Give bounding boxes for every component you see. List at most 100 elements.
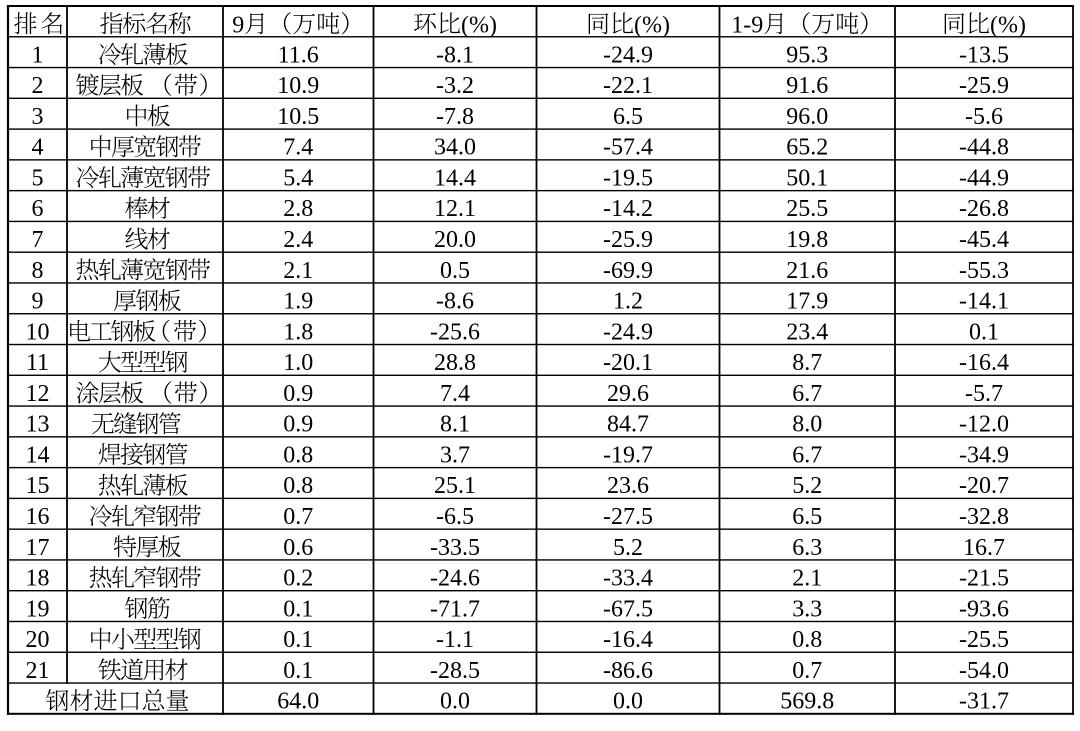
svg-text:6.5: 6.5: [792, 504, 822, 530]
svg-text:4: 4: [32, 135, 44, 161]
svg-text:-54.0: -54.0: [959, 658, 1009, 684]
svg-text:-20.7: -20.7: [959, 473, 1009, 499]
svg-text:14.4: 14.4: [434, 166, 476, 192]
svg-text:-25.9: -25.9: [603, 227, 653, 253]
svg-text:-86.6: -86.6: [603, 658, 653, 684]
svg-text:1.9: 1.9: [283, 289, 313, 315]
svg-text:6.7: 6.7: [792, 381, 822, 407]
svg-text:-19.7: -19.7: [603, 442, 653, 468]
svg-text:65.2: 65.2: [786, 135, 828, 161]
svg-text:8.7: 8.7: [792, 350, 822, 376]
svg-text:19: 19: [26, 596, 50, 622]
svg-text:64.0: 64.0: [277, 689, 319, 715]
svg-text:23.6: 23.6: [607, 473, 649, 499]
svg-text:8.1: 8.1: [440, 412, 470, 438]
svg-text:-12.0: -12.0: [959, 412, 1009, 438]
svg-text:-67.5: -67.5: [603, 596, 653, 622]
svg-text:5: 5: [32, 166, 44, 192]
svg-text:5.2: 5.2: [613, 535, 643, 561]
svg-text:34.0: 34.0: [434, 135, 476, 161]
svg-text:50.1: 50.1: [786, 166, 828, 192]
svg-text:-16.4: -16.4: [959, 350, 1009, 376]
svg-text:(%): (%): [634, 12, 670, 38]
svg-text:-19.5: -19.5: [603, 166, 653, 192]
svg-text:-16.4: -16.4: [603, 627, 653, 653]
svg-text:6.5: 6.5: [613, 104, 643, 130]
svg-text:0.7: 0.7: [283, 504, 313, 530]
svg-text:7: 7: [32, 227, 44, 253]
svg-text:16: 16: [26, 504, 50, 530]
svg-text:-45.4: -45.4: [959, 227, 1009, 253]
svg-text:0.6: 0.6: [283, 535, 313, 561]
svg-text:7.4: 7.4: [283, 135, 313, 161]
svg-text:0.1: 0.1: [283, 627, 313, 653]
svg-text:-33.5: -33.5: [430, 535, 480, 561]
svg-text:15: 15: [26, 473, 50, 499]
svg-text:13: 13: [26, 412, 50, 438]
svg-text:-24.9: -24.9: [603, 319, 653, 345]
svg-text:-31.7: -31.7: [959, 689, 1009, 715]
svg-text:2.4: 2.4: [283, 227, 313, 253]
svg-text:10.5: 10.5: [277, 104, 319, 130]
svg-text:-24.9: -24.9: [603, 42, 653, 68]
svg-text:12: 12: [26, 381, 50, 407]
svg-text:9: 9: [32, 289, 44, 315]
svg-text:2.1: 2.1: [283, 258, 313, 284]
svg-text:0.1: 0.1: [969, 319, 999, 345]
svg-text:21.6: 21.6: [786, 258, 828, 284]
svg-text:6: 6: [32, 196, 44, 222]
svg-text:14: 14: [26, 442, 50, 468]
svg-text:6.3: 6.3: [792, 535, 822, 561]
svg-text:-1.1: -1.1: [436, 627, 474, 653]
svg-text:-34.9: -34.9: [959, 442, 1009, 468]
svg-text:-13.5: -13.5: [959, 42, 1009, 68]
svg-text:10.9: 10.9: [277, 73, 319, 99]
svg-text:0.0: 0.0: [440, 689, 470, 715]
svg-text:-69.9: -69.9: [603, 258, 653, 284]
svg-text:-93.6: -93.6: [959, 596, 1009, 622]
svg-text:-44.8: -44.8: [959, 135, 1009, 161]
svg-text:7.4: 7.4: [440, 381, 470, 407]
svg-text:-33.4: -33.4: [603, 566, 653, 592]
svg-text:1.0: 1.0: [283, 350, 313, 376]
svg-text:96.0: 96.0: [786, 104, 828, 130]
svg-text:17.9: 17.9: [786, 289, 828, 315]
svg-text:(%): (%): [461, 12, 497, 38]
svg-text:-14.1: -14.1: [959, 289, 1009, 315]
svg-text:21: 21: [26, 658, 50, 684]
svg-text:3.3: 3.3: [792, 596, 822, 622]
svg-text:-5.7: -5.7: [965, 381, 1003, 407]
svg-text:17: 17: [26, 535, 50, 561]
svg-text:-32.8: -32.8: [959, 504, 1009, 530]
svg-text:(%): (%): [990, 12, 1026, 38]
svg-text:25.5: 25.5: [786, 196, 828, 222]
svg-text:-22.1: -22.1: [603, 73, 653, 99]
svg-text:2.8: 2.8: [283, 196, 313, 222]
svg-text:0.5: 0.5: [440, 258, 470, 284]
svg-text:2: 2: [32, 73, 44, 99]
svg-text:8: 8: [32, 258, 44, 284]
svg-text:29.6: 29.6: [607, 381, 649, 407]
svg-text:11: 11: [26, 350, 49, 376]
svg-text:-20.1: -20.1: [603, 350, 653, 376]
svg-text:8.0: 8.0: [792, 412, 822, 438]
svg-text:5.4: 5.4: [283, 166, 313, 192]
svg-text:-71.7: -71.7: [430, 596, 480, 622]
svg-text:91.6: 91.6: [786, 73, 828, 99]
svg-text:0.2: 0.2: [283, 566, 313, 592]
svg-text:-57.4: -57.4: [603, 135, 653, 161]
svg-text:0.9: 0.9: [283, 412, 313, 438]
svg-text:95.3: 95.3: [786, 42, 828, 68]
svg-text:569.8: 569.8: [780, 689, 834, 715]
svg-text:3.7: 3.7: [440, 442, 470, 468]
svg-text:-6.5: -6.5: [436, 504, 474, 530]
svg-text:-25.6: -25.6: [430, 319, 480, 345]
svg-text:0.1: 0.1: [283, 658, 313, 684]
svg-text:-24.6: -24.6: [430, 566, 480, 592]
svg-text:-5.6: -5.6: [965, 104, 1003, 130]
svg-text:0.7: 0.7: [792, 658, 822, 684]
svg-text:-28.5: -28.5: [430, 658, 480, 684]
svg-text:-27.5: -27.5: [603, 504, 653, 530]
svg-text:0.8: 0.8: [792, 627, 822, 653]
svg-text:-14.2: -14.2: [603, 196, 653, 222]
